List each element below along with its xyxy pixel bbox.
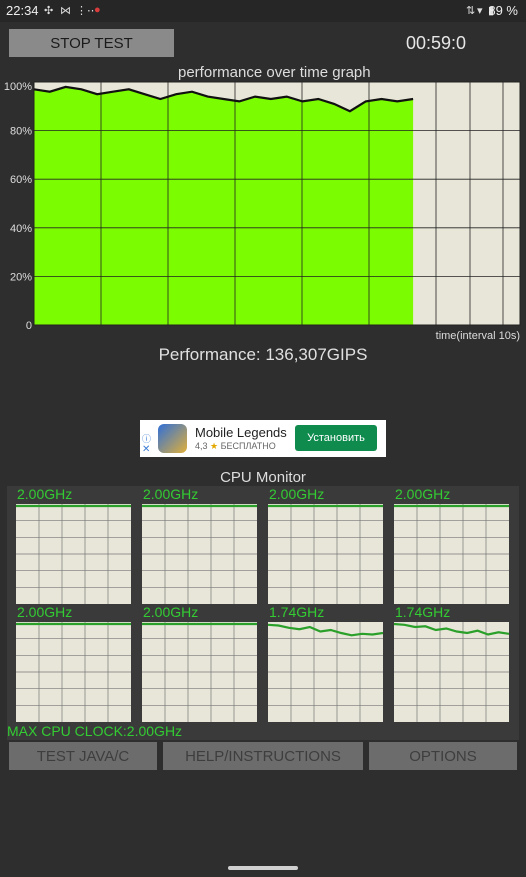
- graph-title: performance over time graph: [178, 64, 371, 81]
- x-axis-label: time(interval 10s): [436, 330, 520, 342]
- ad-price: БЕСПЛАТНО: [220, 441, 276, 451]
- performance-graph: 100% 80% 60% 40% 20% 0 time(interval 10s): [4, 81, 521, 342]
- tuner-icon: ⋮⋯: [76, 5, 98, 17]
- cpu-core-graph: 2.00GHz: [15, 604, 131, 722]
- ad-app-name: Mobile Legends: [195, 425, 287, 440]
- sync-icon: ⇅: [466, 5, 476, 17]
- performance-area: [34, 86, 414, 326]
- cpu-freq-label: 1.74GHz: [395, 604, 451, 620]
- wifi-icon: ▾: [477, 5, 483, 17]
- max-cpu-clock: MAX CPU CLOCK:2.00GHz: [7, 723, 183, 739]
- cpu-core-graph: 2.00GHz: [15, 486, 131, 604]
- gesture-nav-handle[interactable]: [228, 866, 298, 870]
- ad-rating: 4,3 ★ БЕСПЛАТНО: [195, 441, 276, 452]
- ad-banner[interactable]: ⓘ ✕ Mobile Legends 4,3 ★ БЕСПЛАТНО Устан…: [140, 420, 386, 457]
- options-button[interactable]: OPTIONS: [369, 742, 517, 770]
- test-java-c-button[interactable]: TEST JAVA/C: [9, 742, 157, 770]
- cpu-freq-label: 2.00GHz: [143, 604, 199, 620]
- app-icon: [158, 424, 187, 453]
- y-tick-label: 80%: [10, 126, 32, 138]
- help-instructions-button[interactable]: HELP/INSTRUCTIONS: [163, 742, 363, 770]
- cpu-core-graph: 2.00GHz: [141, 604, 257, 722]
- performance-readout: Performance: 136,307GIPS: [158, 345, 368, 364]
- plot-border: [33, 81, 521, 326]
- cpu-core-graph: 2.00GHz: [267, 486, 383, 604]
- stop-test-button[interactable]: STOP TEST: [9, 29, 174, 57]
- cpu-freq-label: 1.74GHz: [269, 604, 325, 620]
- cpu-freq-line: [393, 622, 509, 636]
- cpu-monitor-panel: 2.00GHz 2.00GHz 2.00GHz 2.00GHz 2.00GHz 2.00G…: [7, 486, 519, 740]
- cpu-core-graph: 1.74GHz: [393, 604, 509, 722]
- ad-rating-value: 4,3: [195, 441, 208, 451]
- star-icon: ★: [210, 441, 219, 451]
- status-bar: 22:34 ✣ ⋈ ⋮⋯ ● ⇅ ▾ ▮ 89 %: [0, 0, 526, 22]
- y-tick-label: 0: [26, 320, 32, 332]
- cpu-freq-label: 2.00GHz: [17, 486, 73, 502]
- ad-install-button[interactable]: Установить: [295, 425, 377, 451]
- bluetooth-icon: ⋈: [60, 5, 71, 17]
- cpu-core-graph: 1.74GHz: [267, 604, 383, 722]
- cpu-freq-label: 2.00GHz: [143, 486, 199, 502]
- cpu-monitor-title: CPU Monitor: [220, 469, 306, 486]
- y-tick-label: 60%: [10, 174, 32, 186]
- cpu-freq-label: 2.00GHz: [269, 486, 325, 502]
- performance-line: [33, 85, 414, 113]
- elapsed-timer: 00:59:0: [405, 33, 466, 53]
- cpu-freq-label: 2.00GHz: [17, 604, 73, 620]
- ad-close-icon[interactable]: ✕: [142, 444, 151, 455]
- battery-icon: ▮: [488, 5, 495, 17]
- battery-percent: 89 %: [488, 3, 518, 18]
- y-tick-label: 20%: [10, 271, 32, 283]
- y-tick-label: 100%: [4, 81, 32, 93]
- status-time: 22:34: [6, 3, 39, 18]
- cpu-core-graph: 2.00GHz: [393, 486, 509, 604]
- ad-info-icon[interactable]: ⓘ: [142, 434, 152, 444]
- cpu-freq-line: [267, 623, 383, 637]
- cpu-core-graph: 2.00GHz: [141, 486, 257, 604]
- cpu-freq-label: 2.00GHz: [395, 486, 451, 502]
- y-tick-label: 40%: [10, 223, 32, 235]
- fan-icon: ✣: [44, 5, 54, 17]
- notification-icon: ●: [94, 4, 101, 16]
